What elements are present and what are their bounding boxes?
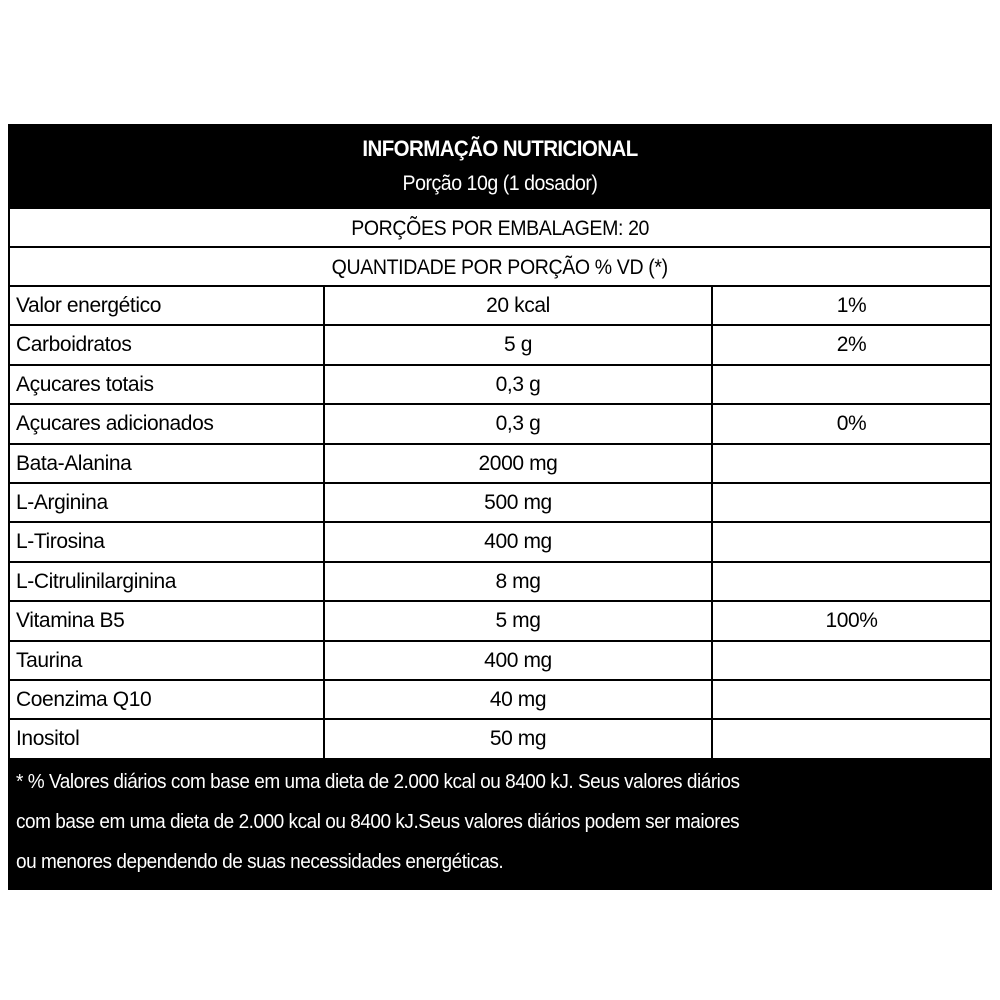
table-row: Inositol 50 mg bbox=[10, 718, 990, 758]
nutrient-daily-value bbox=[713, 563, 990, 600]
nutrient-name: Açucares adicionados bbox=[10, 405, 325, 443]
footnote: * % Valores diários com base em uma diet… bbox=[10, 757, 990, 888]
footnote-line: * % Valores diários com base em uma diet… bbox=[16, 770, 740, 793]
table-row: Bata-Alanina 2000 mg bbox=[10, 442, 990, 482]
nutrient-name: Valor energético bbox=[10, 287, 325, 325]
footnote-line: com base em uma dieta de 2.000 kcal ou 8… bbox=[16, 810, 740, 833]
quantity-header-row: QUANTIDADE POR PORÇÃO % VD (*) bbox=[10, 246, 990, 285]
footnote-line: ou menores dependendo de suas necessidad… bbox=[16, 850, 504, 873]
table-row: Vitamina B5 5 mg 100% bbox=[10, 600, 990, 640]
nutrient-name: Vitamina B5 bbox=[10, 602, 325, 640]
nutrient-amount: 5 mg bbox=[325, 602, 713, 640]
nutrient-amount: 20 kcal bbox=[325, 287, 713, 325]
table-row: L-Arginina 500 mg bbox=[10, 481, 990, 522]
nutrient-daily-value bbox=[713, 366, 990, 403]
quantity-header-text: QUANTIDADE POR PORÇÃO % VD (*) bbox=[331, 256, 669, 279]
nutrient-daily-value bbox=[713, 642, 990, 679]
table-header: INFORMAÇÃO NUTRICIONAL Porção 10g (1 dos… bbox=[10, 126, 990, 207]
portion-size: Porção 10g (1 dosador) bbox=[402, 172, 598, 195]
nutrient-amount: 0,3 g bbox=[325, 405, 713, 443]
nutrient-amount: 8 mg bbox=[325, 562, 713, 601]
table-row: Açucares adicionados 0,3 g 0% bbox=[10, 403, 990, 443]
nutrient-daily-value: 2% bbox=[836, 333, 867, 357]
servings-row: PORÇÕES POR EMBALAGEM: 20 bbox=[10, 207, 990, 246]
table-row: L-Tirosina 400 mg bbox=[10, 521, 990, 561]
nutrient-daily-value: 100% bbox=[825, 609, 878, 633]
table-title: INFORMAÇÃO NUTRICIONAL bbox=[362, 136, 638, 161]
nutrient-name: Açucares totais bbox=[10, 365, 325, 404]
nutrient-amount: 0,3 g bbox=[325, 365, 713, 404]
nutrient-amount: 500 mg bbox=[325, 483, 713, 522]
nutrient-name: Bata-Alanina bbox=[10, 444, 325, 482]
nutrient-name: Taurina bbox=[10, 641, 325, 679]
nutrient-daily-value bbox=[713, 523, 990, 560]
nutrient-amount: 400 mg bbox=[325, 523, 713, 561]
nutrient-daily-value: 1% bbox=[836, 294, 867, 317]
nutrient-amount: 40 mg bbox=[325, 680, 713, 719]
nutrient-daily-value bbox=[713, 445, 990, 482]
nutrient-daily-value: 0% bbox=[836, 412, 867, 436]
table-row: Taurina 400 mg bbox=[10, 639, 990, 679]
nutrient-name: Carboidratos bbox=[10, 326, 325, 364]
nutrient-daily-value bbox=[713, 681, 990, 718]
nutrient-amount: 400 mg bbox=[325, 641, 713, 679]
table-row: Carboidratos 5 g 2% bbox=[10, 324, 990, 364]
nutrient-amount: 2000 mg bbox=[325, 444, 713, 482]
nutrient-amount: 5 g bbox=[325, 326, 713, 364]
nutrient-daily-value bbox=[713, 484, 990, 521]
nutrient-name: L-Tirosina bbox=[10, 523, 325, 561]
table-row: Coenzima Q10 40 mg bbox=[10, 678, 990, 719]
nutrient-name: L-Arginina bbox=[10, 483, 325, 522]
table-row: Valor energético 20 kcal 1% bbox=[10, 285, 990, 325]
table-row: Açucares totais 0,3 g bbox=[10, 363, 990, 404]
nutrient-name: Inositol bbox=[10, 720, 325, 758]
table-row: L-Citrulinilarginina 8 mg bbox=[10, 560, 990, 601]
nutrition-table: INFORMAÇÃO NUTRICIONAL Porção 10g (1 dos… bbox=[8, 124, 992, 890]
nutrient-name: L-Citrulinilarginina bbox=[10, 562, 325, 601]
nutrient-amount: 50 mg bbox=[325, 720, 713, 758]
nutrient-daily-value bbox=[713, 720, 990, 757]
nutrient-name: Coenzima Q10 bbox=[10, 680, 325, 719]
servings-text: PORÇÕES POR EMBALAGEM: 20 bbox=[351, 217, 649, 240]
